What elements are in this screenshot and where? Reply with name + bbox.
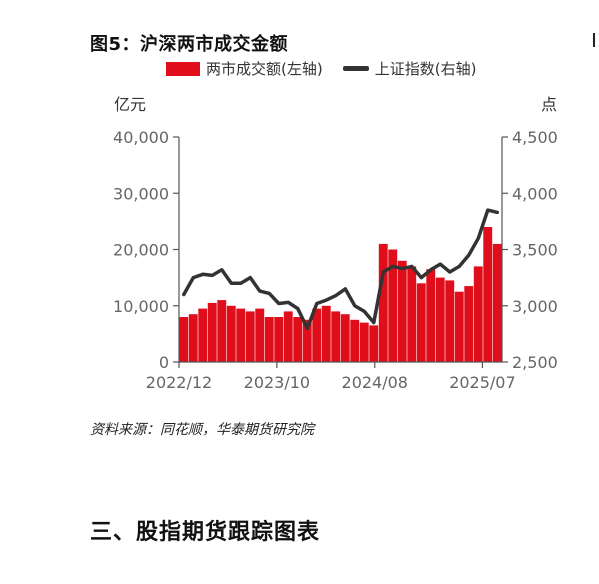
adjacent-figure-edge	[593, 33, 599, 47]
volume-bar	[350, 319, 360, 362]
legend-item-bars[interactable]: 两市成交额(左轴)	[166, 58, 323, 79]
source-note: 资料来源：同花顺，华泰期货研究院	[90, 422, 314, 438]
legend-line-swatch	[342, 66, 369, 71]
volume-bar	[426, 269, 436, 362]
volume-bar	[331, 311, 341, 362]
volume-bar	[245, 311, 255, 362]
volume-bar	[397, 260, 407, 363]
volume-bar	[274, 317, 284, 362]
volume-bar	[492, 243, 502, 362]
volume-bar	[302, 319, 312, 362]
figure-title: 图5：沪深两市成交金额	[90, 34, 289, 55]
volume-bar	[255, 308, 265, 362]
volume-bar	[283, 311, 293, 362]
volume-bar	[369, 325, 379, 362]
left-tick-label: 30,000	[113, 184, 169, 203]
x-tick-label: 2022/12	[146, 373, 212, 392]
volume-bar	[473, 266, 483, 362]
x-tick-label: 2024/08	[342, 373, 408, 392]
section-heading: 三、股指期货跟踪图表	[90, 520, 321, 545]
left-tick-label: 0	[159, 353, 169, 372]
volume-bar	[435, 277, 445, 362]
volume-bar	[236, 308, 246, 362]
volume-bar	[264, 317, 274, 362]
volume-bar	[312, 308, 322, 362]
left-axis-unit: 亿元	[114, 95, 147, 114]
volume-bar	[388, 249, 398, 362]
volume-bar	[416, 283, 426, 363]
left-tick-label: 20,000	[113, 241, 169, 260]
x-tick-label: 2025/07	[449, 373, 515, 392]
legend-bar-label: 两市成交额(左轴)	[206, 60, 323, 78]
right-tick-label: 3,500	[512, 241, 558, 260]
volume-bar	[359, 322, 369, 362]
legend-line-label: 上证指数(右轴)	[374, 60, 477, 78]
right-tick-label: 3,000	[512, 297, 558, 316]
right-tick-label: 4,500	[512, 128, 558, 147]
right-tick-label: 2,500	[512, 353, 558, 372]
volume-bar	[198, 308, 208, 362]
left-tick-label: 40,000	[113, 128, 169, 147]
index-line	[182, 208, 500, 331]
volume-bar	[464, 286, 474, 362]
volume-bar	[179, 317, 189, 362]
volume-bar	[378, 243, 388, 362]
volume-bar	[407, 266, 417, 362]
legend-item-line[interactable]: 上证指数(右轴)	[342, 58, 477, 79]
left-tick-label: 10,000	[113, 297, 169, 316]
volume-bar	[293, 317, 303, 362]
volume-bar	[445, 280, 455, 362]
volume-bar	[340, 314, 350, 362]
right-axis-unit: 点	[541, 95, 558, 114]
volume-bar	[321, 305, 331, 363]
volume-bar	[207, 302, 217, 362]
chart-legend: 两市成交额(左轴) 上证指数(右轴)	[166, 58, 476, 79]
chart-canvas: 0 10,000 20,000 30,000 40,000 2,500 3,000 3,500…	[113, 128, 558, 392]
volume-bar	[454, 291, 464, 362]
legend-bar-swatch	[166, 61, 200, 76]
right-tick-label: 4,000	[512, 184, 558, 203]
volume-bar	[188, 314, 198, 362]
volume-bar	[483, 227, 493, 362]
volume-bar	[217, 300, 227, 362]
volume-bar	[226, 305, 236, 363]
x-tick-label: 2023/10	[244, 373, 310, 392]
